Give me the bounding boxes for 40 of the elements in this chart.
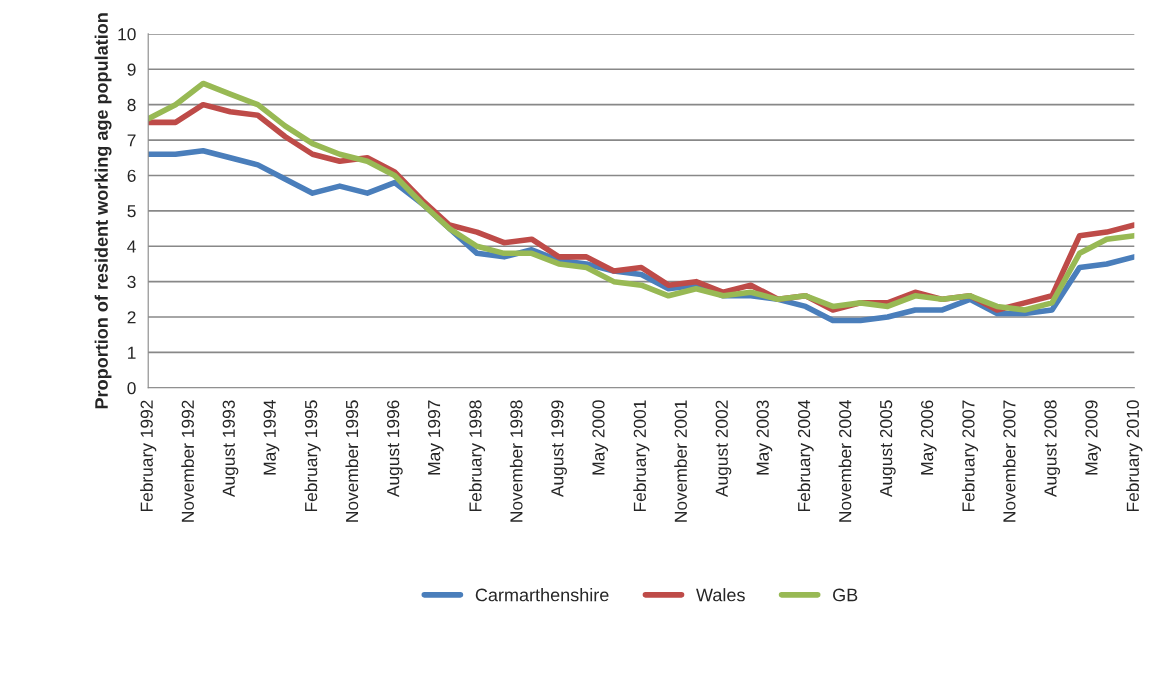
x-tick-label: August 1999 [551, 400, 567, 498]
x-tick-label: August 2002 [715, 400, 732, 498]
x-tick-label: May 2000 [592, 400, 609, 475]
x-tick-label: November 1992 [181, 400, 194, 522]
y-tick-label: 2 [127, 311, 136, 324]
x-tick-label: August 1996 [386, 400, 403, 498]
x-tick-label: February 2001 [633, 400, 650, 512]
legend-label: Wales [696, 588, 745, 602]
x-tick-label: February 1998 [468, 400, 486, 512]
y-tick-label: 4 [127, 240, 136, 253]
x-tick-label: August 2008 [1044, 400, 1061, 498]
y-tick-label: 3 [127, 275, 136, 289]
y-tick-label: 7 [127, 134, 136, 147]
x-tick-label: August 1993 [222, 400, 239, 498]
x-tick-label: May 2003 [756, 400, 773, 475]
x-tick-label: February 1995 [304, 400, 321, 512]
x-tick-label: May 1994 [263, 400, 280, 475]
y-tick-label: 9 [127, 63, 136, 76]
y-tick-label: 0 [127, 381, 136, 395]
y-tick-label: 6 [127, 169, 136, 182]
y-tick-label: 1 [128, 346, 136, 359]
y-tick-label: 8 [127, 98, 136, 112]
x-tick-label: November 1995 [345, 400, 359, 522]
x-tick-label: August 2005 [879, 400, 896, 498]
y-tick-label: 5 [127, 205, 136, 218]
x-tick-label: May 1997 [427, 400, 444, 475]
x-tick-label: February 2004 [797, 400, 814, 512]
x-tick-label: November 2007 [1002, 400, 1016, 522]
x-tick-label: May 2006 [920, 400, 937, 475]
x-tick-label: February 2007 [961, 400, 979, 512]
x-tick-label: May 2009 [1085, 400, 1102, 475]
y-tick-label: 10 [118, 28, 136, 41]
x-tick-label: November 2004 [838, 400, 852, 522]
legend-label: Carmarthenshire [475, 588, 609, 602]
x-tick-label: November 2001 [674, 400, 687, 522]
x-tick-label: November 1998 [509, 400, 523, 522]
y-axis-title: Proportion of resident working age population [94, 13, 112, 409]
legend-label: GB [833, 588, 858, 602]
x-tick-label: February 1992 [140, 400, 157, 512]
x-tick-label: February 2010 [1126, 400, 1143, 512]
